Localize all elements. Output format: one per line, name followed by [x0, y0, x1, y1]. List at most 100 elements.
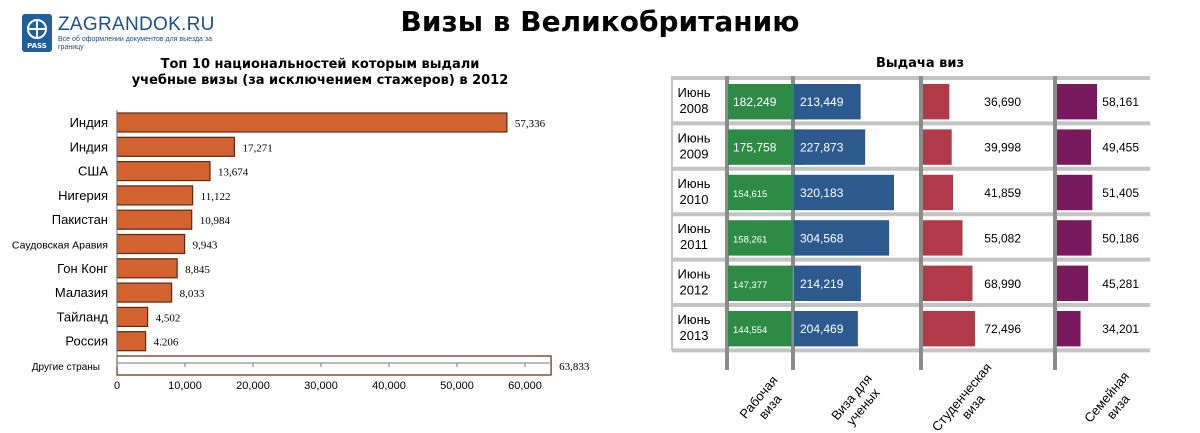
- data-label: 39,998: [984, 141, 1021, 155]
- x-tick-label: 60,000: [508, 380, 542, 392]
- bar: [728, 311, 792, 347]
- row-label-year: 2009: [680, 146, 709, 161]
- bar: [1057, 84, 1097, 120]
- category-label: Малазия: [55, 285, 108, 300]
- category-label: Нигерия: [58, 188, 108, 203]
- bar: [923, 174, 954, 211]
- logo-badge-text: PASS: [27, 42, 47, 50]
- category-label: Другие страны: [32, 362, 100, 373]
- data-label: 204,469: [800, 322, 844, 336]
- page-title: Визы в Великобританию: [400, 5, 800, 38]
- data-label: 68,990: [984, 277, 1021, 291]
- data-label: 304,568: [800, 231, 844, 245]
- data-label: 320,183: [800, 186, 844, 200]
- row-label-year: 2011: [680, 237, 708, 252]
- bar: [923, 311, 975, 347]
- row-label-year: 2013: [680, 328, 709, 343]
- data-label: 49,455: [1102, 141, 1139, 155]
- bar: [794, 311, 858, 347]
- row-label-month: Июнь: [677, 85, 710, 100]
- row-label-month: Июнь: [677, 176, 710, 191]
- data-label: 8,845: [185, 264, 210, 276]
- data-label: 214,219: [800, 277, 844, 291]
- data-label: 11,122: [201, 191, 231, 203]
- data-label: 144,554: [733, 325, 767, 336]
- row-label-year: 2008: [680, 101, 709, 116]
- x-tick-label: 30,000: [304, 380, 338, 392]
- bar: [1057, 220, 1092, 256]
- category-label: Индия: [70, 115, 108, 130]
- bar: [923, 84, 950, 120]
- bar: [794, 84, 861, 120]
- data-label: 182,249: [733, 95, 777, 109]
- x-tick-label: 10,000: [168, 380, 202, 392]
- data-label: 227,873: [800, 141, 844, 155]
- data-label: 57,336: [515, 118, 546, 130]
- nationalities-bar-chart: Индия 57,336 Индия 17,271 США 13,674 Нигерия 11…: [12, 110, 590, 392]
- data-label: 72,496: [984, 322, 1021, 336]
- category-label: США: [78, 164, 108, 179]
- category-label: Саудовская Аравия: [12, 240, 108, 252]
- bar: [923, 265, 973, 301]
- data-label: 63,833: [559, 361, 590, 373]
- column-label-line: Студенческая: [929, 360, 995, 433]
- data-label: 8,033: [180, 288, 205, 300]
- bar: [728, 220, 798, 256]
- row-label-month: Июнь: [677, 312, 710, 327]
- bar: [728, 174, 796, 211]
- site-logo[interactable]: PASS ZAGRANDOK.RU Все об оформлении доку…: [22, 14, 252, 56]
- left-chart-title-line-2: учебные визы (за исключением стажеров) в…: [131, 73, 509, 88]
- data-label: 213,449: [800, 95, 844, 109]
- row-label-year: 2010: [680, 192, 709, 207]
- row-label-year: 2012: [680, 283, 709, 298]
- passport-icon: PASS: [22, 14, 52, 52]
- bar: [728, 265, 793, 301]
- bar: [1057, 311, 1081, 347]
- x-tick-label: 20,000: [236, 380, 270, 392]
- data-label: 4,502: [156, 312, 181, 324]
- x-tick-label: 50,000: [440, 380, 474, 392]
- data-label: 51,405: [1102, 186, 1139, 200]
- data-label: 13,674: [218, 167, 249, 179]
- row-label-month: Июнь: [677, 130, 710, 145]
- data-label: 50,186: [1102, 231, 1139, 245]
- category-label: Россия: [65, 334, 108, 349]
- logo-name: ZAGRANDOK.RU: [58, 14, 215, 35]
- bar: [923, 129, 952, 165]
- x-tick-label: 40,000: [372, 380, 406, 392]
- data-label: 154,615: [733, 189, 767, 200]
- data-label: 9,943: [193, 240, 218, 252]
- right-chart-title: Выдача виз: [875, 56, 965, 71]
- data-label: 45,281: [1102, 277, 1139, 291]
- data-label: 34,201: [1102, 322, 1139, 336]
- data-label: 10,984: [200, 215, 231, 227]
- row-label-month: Июнь: [677, 221, 710, 236]
- data-label: 58,161: [1102, 95, 1139, 109]
- bar: [794, 174, 894, 211]
- row-label-month: Июнь: [677, 267, 710, 282]
- bar: [794, 265, 861, 301]
- bar: [794, 129, 866, 165]
- bar: [794, 220, 890, 256]
- data-label: 147,377: [733, 280, 767, 291]
- bar: [1057, 265, 1089, 301]
- category-label: Индия: [70, 139, 108, 154]
- logo-tagline: Все об оформлении документов для выезда …: [58, 36, 212, 51]
- category-label: Тайланд: [57, 309, 109, 324]
- bar: [923, 220, 963, 256]
- bar: [728, 129, 806, 165]
- category-label: Гон Конг: [57, 261, 108, 276]
- data-label: 158,261: [733, 234, 767, 245]
- left-chart-title-line-1: Топ 10 национальностей которым выдали: [160, 57, 480, 72]
- data-label: 55,082: [984, 231, 1021, 245]
- bar: [1057, 129, 1092, 165]
- left-chart-title: Топ 10 национальностей которым выдали уч…: [110, 57, 530, 89]
- category-label: Пакистан: [52, 212, 108, 227]
- data-label: 4.206: [154, 337, 179, 349]
- data-label: 36,690: [984, 95, 1021, 109]
